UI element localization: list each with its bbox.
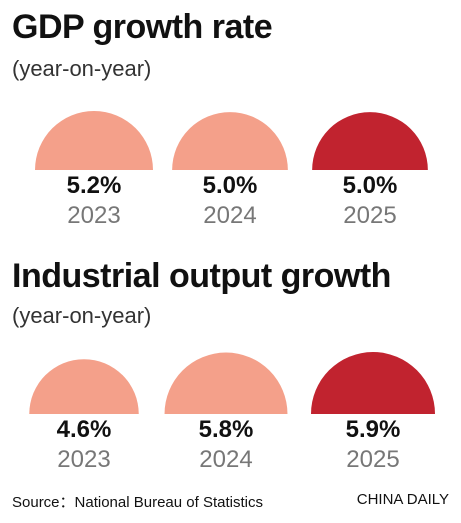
source-note: Source：National Bureau of Statistics <box>12 494 263 511</box>
gdp-semicircle-2023 <box>35 111 153 170</box>
gdp-semicircle-2025 <box>312 112 428 170</box>
gdp-subtitle: (year-on-year) <box>12 56 152 81</box>
industrial-semicircle-2025 <box>311 352 435 414</box>
gdp-year-2024: 2024 <box>203 202 257 229</box>
gdp-semicircles <box>35 111 428 170</box>
gdp-value-2025: 5.0% <box>342 172 398 199</box>
credit-label: CHINA DAILY <box>356 491 449 508</box>
industrial-value-2024: 5.8% <box>198 416 254 443</box>
gdp-semicircle-2024 <box>172 112 288 170</box>
industrial-semicircle-2023 <box>29 359 139 414</box>
industrial-value-2025: 5.9% <box>345 416 401 443</box>
gdp-year-2023: 2023 <box>67 202 121 229</box>
industrial-subtitle: (year-on-year) <box>12 303 152 328</box>
industrial-title: Industrial output growth <box>12 257 391 295</box>
gdp-year-2025: 2025 <box>343 202 397 229</box>
industrial-year-2023: 2023 <box>57 446 111 473</box>
gdp-title: GDP growth rate <box>12 8 273 46</box>
industrial-value-2023: 4.6% <box>56 416 112 443</box>
industrial-chart: 4.6% 5.8% 5.9% 2023 2024 2025 <box>0 342 461 477</box>
gdp-value-2023: 5.2% <box>66 172 122 199</box>
industrial-semicircles <box>29 352 435 414</box>
industrial-year-2024: 2024 <box>199 446 253 473</box>
gdp-value-2024: 5.0% <box>202 172 258 199</box>
gdp-chart: 5.2% 5.0% 5.0% 2023 2024 2025 <box>0 110 461 230</box>
industrial-year-2025: 2025 <box>346 446 400 473</box>
industrial-semicircle-2024 <box>164 352 288 414</box>
